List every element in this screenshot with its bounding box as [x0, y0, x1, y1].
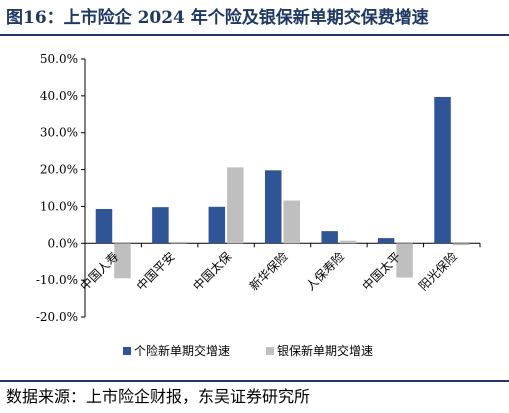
- y-tick-label: 30.0%: [40, 126, 78, 140]
- legend-swatch: [266, 347, 274, 355]
- x-category-label: 新华保险: [246, 249, 291, 294]
- x-category-label: 中国太保: [190, 249, 235, 294]
- y-tick-label: 10.0%: [40, 199, 78, 213]
- y-tick-label: -10.0%: [36, 273, 78, 287]
- bar-agent: [95, 209, 113, 244]
- bar-agent: [208, 206, 226, 244]
- source-note: 数据来源：上市险企财报，东吴证券研究所: [6, 387, 311, 406]
- legend-label: 银保新单期交增速: [277, 343, 373, 358]
- title-rule: [0, 34, 509, 36]
- legend-swatch: [123, 347, 131, 355]
- y-tick-label: 0.0%: [48, 236, 79, 250]
- y-tick-label: -20.0%: [36, 310, 78, 324]
- y-tick-label: 50.0%: [40, 52, 78, 66]
- bar-bancassurance: [170, 241, 188, 244]
- bar-agent: [152, 207, 169, 244]
- bar-bancassurance: [114, 243, 131, 279]
- bar-bancassurance: [452, 243, 470, 246]
- bar-agent: [265, 170, 282, 244]
- bar-bancassurance: [227, 167, 244, 244]
- bar-agent: [377, 238, 395, 244]
- bar-chart: -20.0% -10.0% 0.0% 10.0% 20.0% 30.0% 40.0% 50.0…: [36, 52, 481, 358]
- bar-bancassurance: [396, 243, 413, 278]
- legend-label: 个险新单期交增速: [134, 343, 230, 358]
- footer-rule: [0, 380, 509, 382]
- bar-bancassurance: [283, 200, 300, 244]
- x-category-label: 中国平安: [133, 249, 178, 294]
- chart-title: 图16：上市险企 2024 年个险及银保新单期交保费增速: [6, 8, 429, 28]
- x-category-label: 阳光保险: [415, 249, 460, 294]
- y-tick-label: 20.0%: [40, 163, 78, 177]
- x-category-label: 人保寿险: [302, 249, 347, 294]
- y-tick-label: 40.0%: [40, 89, 78, 103]
- bar-agent: [321, 231, 338, 244]
- bar-agent: [434, 96, 451, 244]
- bar-bancassurance: [339, 240, 357, 244]
